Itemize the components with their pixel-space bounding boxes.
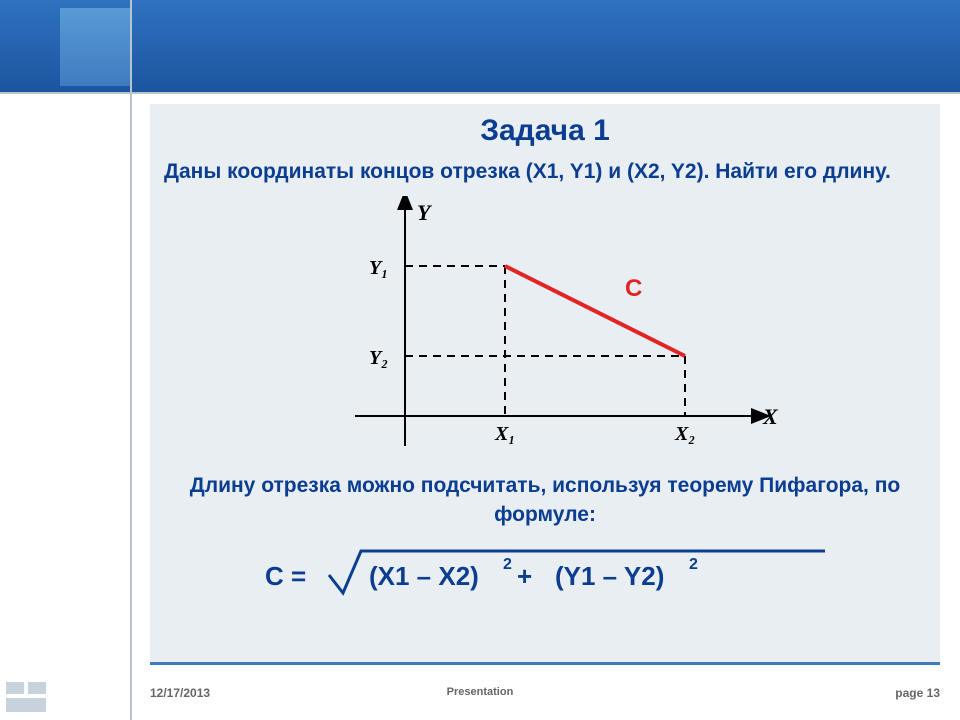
segment-c [505,266,685,356]
segment-label: C [625,275,642,302]
footer: 12/17/2013 Presentation page 13 [0,670,960,720]
tick-x2: X₂ [674,423,695,445]
axis-label-y: Y [417,200,433,225]
formula-exp-b: 2 [689,556,698,573]
tick-x1: X₁ [494,423,515,445]
tick-y2: Y₂ [369,347,388,369]
formula-term-a: (X1 – X2) [369,561,479,591]
formula-lhs: C = [265,561,306,591]
header-band [0,0,960,92]
vertical-rule [130,0,132,720]
slide-content: Задача 1 Даны координаты концов отрезка … [150,104,940,664]
formula-exp-a: 2 [503,556,512,573]
slide-caption: Длину отрезка можно подсчитать, использу… [164,472,926,529]
horizontal-rule [0,92,960,94]
formula-term-b: (Y1 – Y2) [555,561,664,591]
tick-y1: Y₁ [369,257,388,279]
footer-page: page 13 [895,686,940,700]
formula-plus: + [517,561,532,591]
coordinate-diagram: C Y X Y₁ Y₂ X₁ X₂ [305,196,785,456]
footer-center: Presentation [0,686,960,698]
axis-label-x: X [762,404,779,429]
content-underline [150,662,940,665]
formula: C = (X1 – X2) 2 + (Y1 – Y2) 2 [164,543,926,604]
slide-title: Задача 1 [164,114,926,148]
header-accent-square [60,8,130,86]
slide-subtitle: Даны координаты концов отрезка (X1, Y1) … [164,158,926,186]
